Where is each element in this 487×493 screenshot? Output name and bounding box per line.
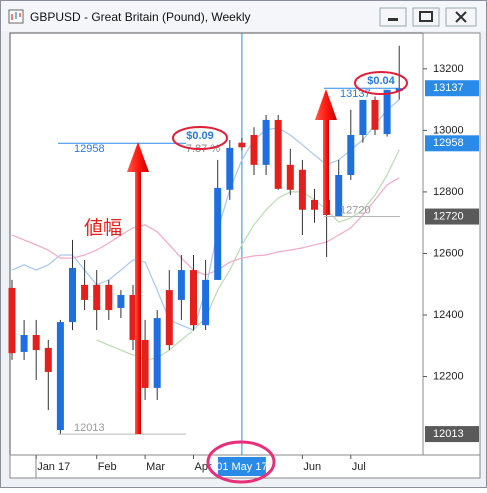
price-label-bg (425, 426, 479, 443)
candle-body (395, 88, 403, 91)
candle-body (298, 169, 306, 210)
candle-body (8, 287, 16, 354)
x-tick-label: Jun (303, 461, 321, 473)
corner-box (9, 454, 37, 479)
close-button[interactable] (445, 7, 477, 27)
arrow (315, 89, 337, 214)
candle-body (383, 89, 391, 135)
measure-end-label: 13137 (340, 88, 371, 100)
price-label: 12720 (433, 210, 464, 222)
price-axis (422, 32, 481, 456)
price-label-bg (425, 80, 479, 97)
candle-body (69, 267, 76, 323)
highlight-ellipse (206, 440, 276, 484)
price-label: 12013 (433, 428, 464, 440)
price-label: 13137 (433, 82, 464, 94)
y-tick-label: 12400 (433, 309, 464, 321)
candle-body (141, 339, 149, 388)
candle-body (226, 147, 234, 190)
candle-body (202, 279, 210, 326)
minimize-button[interactable] (379, 7, 407, 27)
y-tick-label: 12600 (433, 247, 464, 259)
candle-body (214, 187, 222, 280)
candle-body (347, 135, 355, 175)
candle-body (117, 295, 125, 308)
measure-start-label: 12013 (74, 422, 105, 434)
highlight-ellipse (172, 126, 228, 150)
price-label-bg (425, 208, 479, 225)
candle-body (250, 135, 258, 165)
maximize-button[interactable] (412, 7, 440, 27)
price-label-bg (425, 135, 479, 152)
app-icon (8, 9, 24, 24)
candle-body (262, 119, 270, 165)
candle-body (311, 199, 318, 210)
candle-body (286, 164, 294, 190)
crosshair-label-bg (217, 457, 266, 476)
arrow (127, 142, 149, 434)
candle-body (32, 335, 40, 351)
candle-body (274, 119, 282, 189)
annotations: 値幅 (84, 71, 408, 484)
candle-body (165, 290, 173, 346)
y-tick-label: 13200 (433, 63, 464, 75)
price-label: 12958 (433, 137, 464, 149)
y-tick-label: 12800 (433, 186, 464, 198)
x-tick-label: Feb (98, 461, 117, 473)
measure-change: $0.09 (186, 130, 214, 142)
window-title: GBPUSD - Great Britain (Pound), Weekly (30, 10, 251, 24)
candle-body (129, 295, 137, 340)
candle-body (359, 99, 367, 135)
measure-change: $0.04 (367, 75, 395, 87)
chart: 12200 12400 12600 12800 13000 13200 Jan 17 Feb M… (8, 33, 479, 476)
x-tick-label: Jan 17 (37, 461, 70, 473)
candle-body (81, 284, 89, 300)
y-tick-label: 12200 (433, 370, 464, 382)
candle-body (93, 284, 101, 311)
highlight-ellipse (354, 71, 408, 95)
measure-end-label: 12958 (74, 143, 105, 155)
candle-body (335, 175, 343, 217)
candle-body (153, 318, 161, 388)
candle-body (56, 322, 64, 431)
candle-body (105, 284, 113, 311)
x-tick-label: 01 May 17 (216, 461, 267, 473)
annotation-text: 値幅 (84, 217, 122, 239)
candle-body (371, 99, 379, 130)
x-tick-label: Jul (352, 461, 366, 473)
candle-body (177, 270, 185, 300)
candle-body (44, 347, 52, 372)
candle-body (190, 270, 197, 326)
measure-start-label: 12720 (340, 204, 371, 216)
candle-body (20, 335, 28, 352)
x-tick-label: Mar (146, 461, 165, 473)
candle-body (238, 142, 246, 148)
y-tick-label: 13000 (433, 124, 464, 136)
